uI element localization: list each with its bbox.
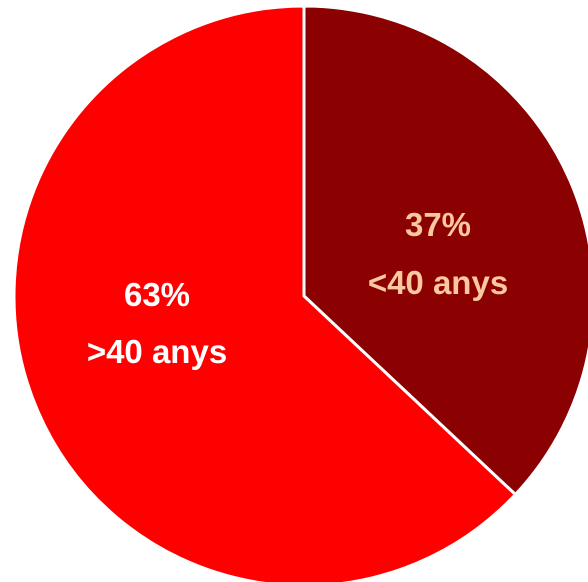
pie-slices bbox=[12, 4, 588, 582]
slice-pct-label-under40: 37% bbox=[405, 206, 471, 243]
slice-under40 bbox=[302, 4, 588, 497]
slice-pct-label-over40: 63% bbox=[124, 276, 190, 313]
pie-labels: 37% <40 anys 63% >40 anys bbox=[87, 206, 508, 370]
slice-category-label-under40: <40 anys bbox=[368, 264, 508, 301]
slice-category-label-over40: >40 anys bbox=[87, 333, 227, 370]
slice-over40 bbox=[12, 4, 517, 582]
